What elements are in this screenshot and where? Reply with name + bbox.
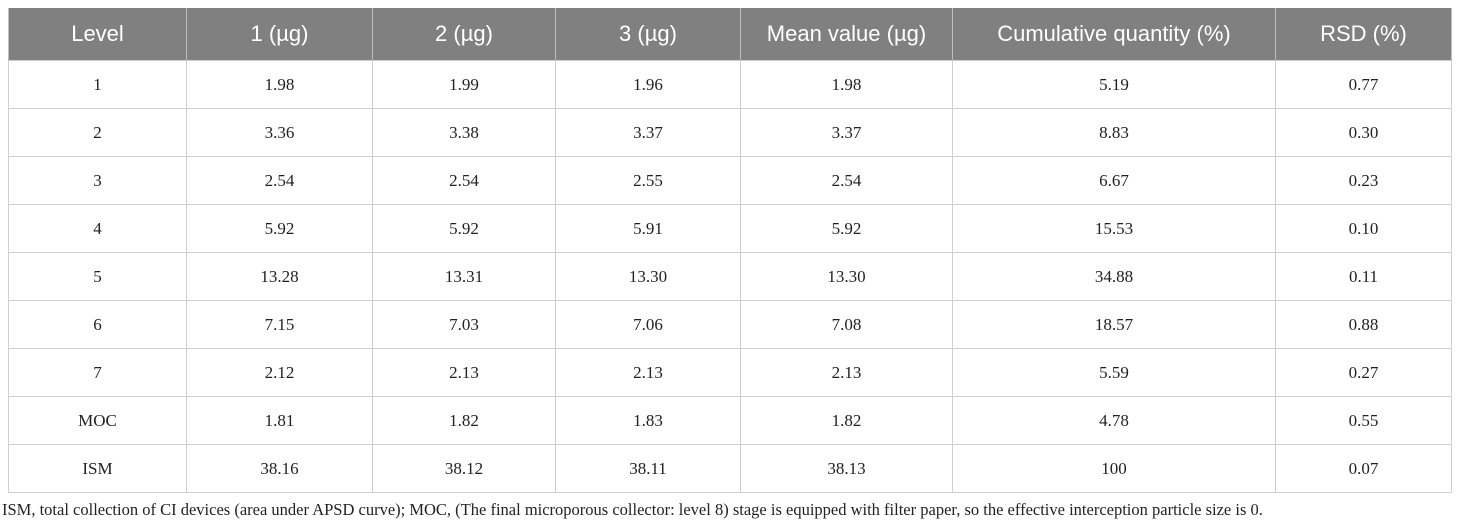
table-cell: 5.92	[186, 204, 373, 253]
header-cell: Mean value (µg)	[740, 8, 953, 61]
table-cell: 6	[8, 300, 187, 349]
table-cell: 0.55	[1275, 396, 1452, 445]
table-cell: 3.36	[186, 108, 373, 157]
table-cell: 5.19	[952, 60, 1276, 109]
table-row: 4 5.92 5.92 5.91 5.92 15.53 0.10	[8, 204, 1452, 253]
table-cell: 13.31	[372, 252, 556, 301]
table-cell: 1.83	[555, 396, 741, 445]
table-cell: 2.13	[740, 348, 953, 397]
table-cell: 5	[8, 252, 187, 301]
table-cell: 1.99	[372, 60, 556, 109]
table-cell: 2.12	[186, 348, 373, 397]
table-cell: 5.91	[555, 204, 741, 253]
table-cell: 4.78	[952, 396, 1276, 445]
table-cell: 100	[952, 444, 1276, 493]
table-cell: 1.82	[372, 396, 556, 445]
table-cell: 15.53	[952, 204, 1276, 253]
table-cell: 0.11	[1275, 252, 1452, 301]
table-cell: 5.92	[740, 204, 953, 253]
table-cell: 2.55	[555, 156, 741, 205]
table-cell: 2.54	[186, 156, 373, 205]
table-cell: 2.13	[555, 348, 741, 397]
table-cell: 6.67	[952, 156, 1276, 205]
table-cell: 1.98	[740, 60, 953, 109]
table-cell: 7.08	[740, 300, 953, 349]
table-cell: 0.30	[1275, 108, 1452, 157]
table-cell: 38.12	[372, 444, 556, 493]
table-cell: 0.07	[1275, 444, 1452, 493]
table-cell: MOC	[8, 396, 187, 445]
table-cell: 0.77	[1275, 60, 1452, 109]
header-cell: 1 (µg)	[186, 8, 373, 61]
table-cell: 8.83	[952, 108, 1276, 157]
table-row: MOC 1.81 1.82 1.83 1.82 4.78 0.55	[8, 396, 1452, 445]
table-cell: 7.03	[372, 300, 556, 349]
footnote: ISM, total collection of CI devices (are…	[2, 500, 1263, 519]
table-cell: 1.96	[555, 60, 741, 109]
table-cell: 3.37	[740, 108, 953, 157]
table-cell: 7.06	[555, 300, 741, 349]
table-cell: 13.28	[186, 252, 373, 301]
header-row: Level 1 (µg) 2 (µg) 3 (µg) Mean value (µg) Cu…	[8, 8, 1452, 61]
header-cell: Level	[8, 8, 187, 61]
table-cell: 1	[8, 60, 187, 109]
data-table: Level 1 (µg) 2 (µg) 3 (µg) Mean value (µg) Cu…	[8, 8, 1452, 493]
table-row: 1 1.98 1.99 1.96 1.98 5.19 0.77	[8, 60, 1452, 109]
table-cell: 3.37	[555, 108, 741, 157]
header-cell: RSD (%)	[1275, 8, 1452, 61]
table-cell: 13.30	[740, 252, 953, 301]
table-row: 7 2.12 2.13 2.13 2.13 5.59 0.27	[8, 348, 1452, 397]
header-cell: 3 (µg)	[555, 8, 741, 61]
table-cell: 2.54	[372, 156, 556, 205]
table-cell: 0.88	[1275, 300, 1452, 349]
table-cell: 5.92	[372, 204, 556, 253]
table-cell: 13.30	[555, 252, 741, 301]
table-cell: 5.59	[952, 348, 1276, 397]
table-cell: 2.54	[740, 156, 953, 205]
table-cell: 38.16	[186, 444, 373, 493]
table-cell: 34.88	[952, 252, 1276, 301]
table-row: 2 3.36 3.38 3.37 3.37 8.83 0.30	[8, 108, 1452, 157]
table-row: 5 13.28 13.31 13.30 13.30 34.88 0.11	[8, 252, 1452, 301]
table-cell: 4	[8, 204, 187, 253]
header-cell: 2 (µg)	[372, 8, 556, 61]
table-cell: 7.15	[186, 300, 373, 349]
table-cell: 3	[8, 156, 187, 205]
table-cell: 18.57	[952, 300, 1276, 349]
table-container: Level 1 (µg) 2 (µg) 3 (µg) Mean value (µg) Cu…	[8, 8, 1452, 493]
table-cell: 0.10	[1275, 204, 1452, 253]
table-row: 6 7.15 7.03 7.06 7.08 18.57 0.88	[8, 300, 1452, 349]
table-cell: 38.11	[555, 444, 741, 493]
table-cell: 7	[8, 348, 187, 397]
table-row: 3 2.54 2.54 2.55 2.54 6.67 0.23	[8, 156, 1452, 205]
table-cell: 2.13	[372, 348, 556, 397]
table-row: ISM 38.16 38.12 38.11 38.13 100 0.07	[8, 444, 1452, 493]
table-cell: 0.27	[1275, 348, 1452, 397]
table-cell: 2	[8, 108, 187, 157]
table-cell: 1.98	[186, 60, 373, 109]
table-cell: 1.82	[740, 396, 953, 445]
header-cell: Cumulative quantity (%)	[952, 8, 1276, 61]
table-cell: 3.38	[372, 108, 556, 157]
table-body: 1 1.98 1.99 1.96 1.98 5.19 0.77 2 3.36 3.38 3.37 3.…	[8, 60, 1452, 493]
table-cell: 38.13	[740, 444, 953, 493]
table-cell: 1.81	[186, 396, 373, 445]
table-cell: ISM	[8, 444, 187, 493]
table-cell: 0.23	[1275, 156, 1452, 205]
